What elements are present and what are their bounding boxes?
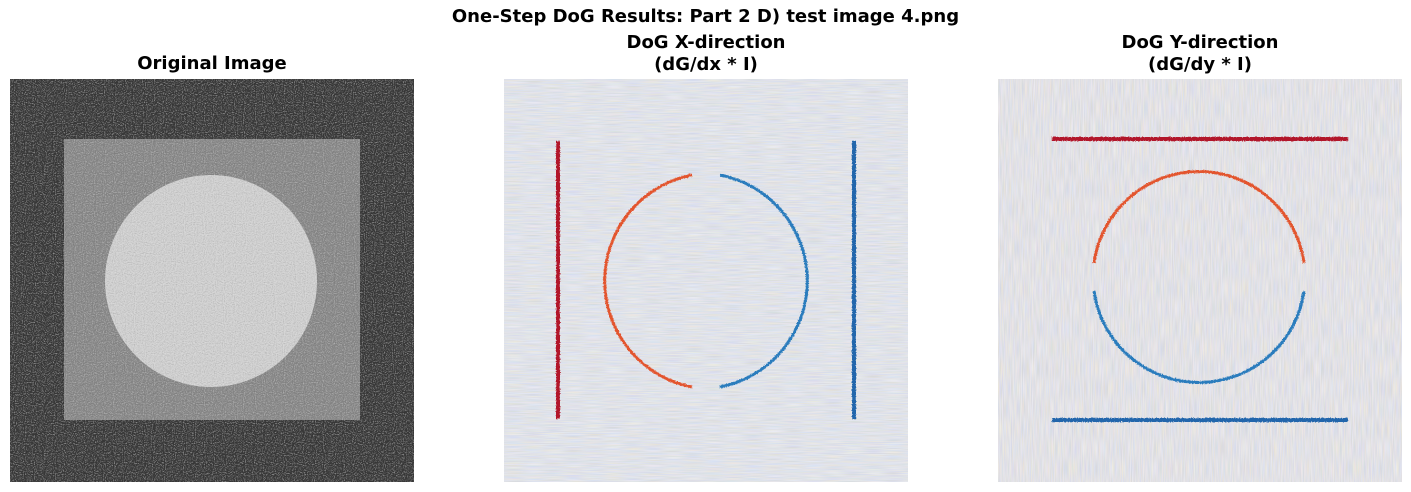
- panel-title-line: (dG/dx * I): [654, 54, 758, 75]
- bright-circle: [105, 175, 317, 387]
- panel-title-dog-y: DoG Y-direction (dG/dy * I): [998, 32, 1402, 76]
- panel-title-dog-x: DoG X-direction (dG/dx * I): [504, 32, 908, 76]
- circle-right-half-response: [719, 173, 809, 389]
- circle-top-half-response: [1092, 170, 1306, 264]
- dog-y-image: [998, 79, 1402, 482]
- panel-title-original: Original Image: [10, 53, 414, 75]
- panel-title-line: DoG X-direction: [626, 32, 786, 53]
- panel-title-line: Original Image: [137, 53, 287, 74]
- dog-y-background: [998, 79, 1402, 482]
- panel-title-line: DoG Y-direction: [1121, 32, 1279, 53]
- circle-bottom-half-response: [1092, 290, 1306, 384]
- figure-suptitle: One-Step DoG Results: Part 2 D) test ima…: [451, 6, 960, 27]
- original-image: [10, 79, 414, 482]
- dog-x-image: [504, 79, 908, 482]
- panel-title-line: (dG/dy * I): [1148, 54, 1252, 75]
- dog-x-background: [504, 79, 908, 482]
- circle-left-half-response: [603, 173, 693, 389]
